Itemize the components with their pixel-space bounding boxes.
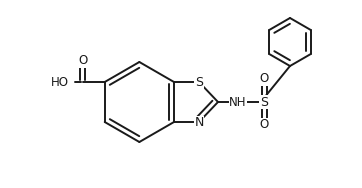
Text: S: S: [195, 76, 203, 89]
Text: NH: NH: [229, 96, 247, 108]
Text: N: N: [194, 117, 204, 130]
Text: O: O: [260, 73, 269, 86]
Text: O: O: [78, 55, 87, 67]
Text: O: O: [260, 118, 269, 131]
Text: S: S: [260, 96, 268, 108]
Text: HO: HO: [51, 76, 69, 89]
